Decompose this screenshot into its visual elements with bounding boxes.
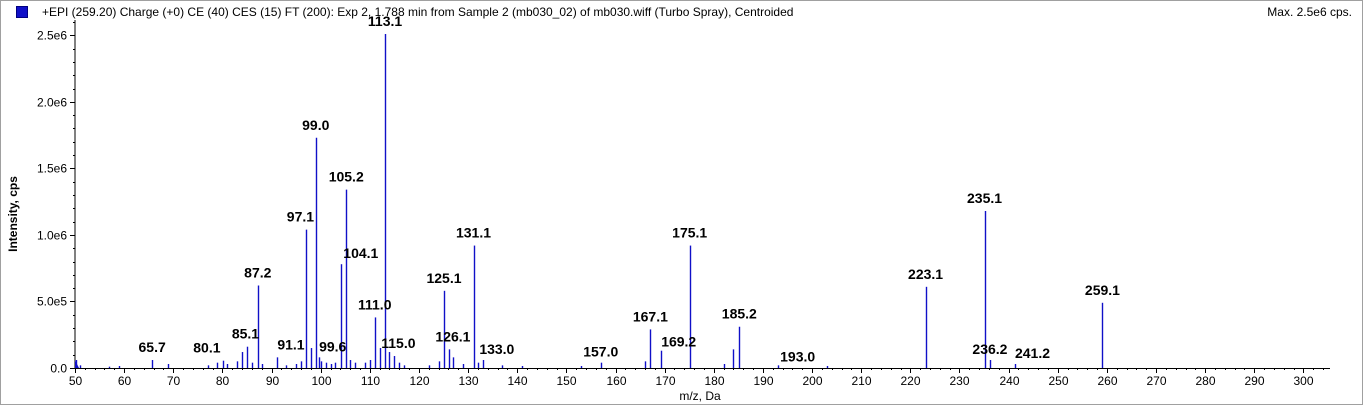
peak-label: 133.0 (479, 341, 514, 357)
x-tick-label: 120 (409, 374, 429, 388)
x-tick-label: 260 (1097, 374, 1117, 388)
x-axis: 50 60 70 80 90 100 110 120 130 140 150 160 170 180 190… (69, 368, 1330, 388)
x-tick-label: 150 (556, 374, 576, 388)
x-tick-label: 70 (167, 374, 181, 388)
x-tick-label: 50 (69, 374, 83, 388)
x-tick-label: 200 (802, 374, 822, 388)
peak-label: 105.2 (329, 169, 364, 185)
x-tick-label: 220 (900, 374, 920, 388)
peak-label: 131.1 (456, 225, 491, 241)
x-tick-label: 170 (655, 374, 675, 388)
x-tick-label: 280 (1195, 374, 1215, 388)
peak-label: 167.1 (633, 308, 668, 324)
peak-label: 85.1 (232, 326, 259, 342)
baseline-marker (75, 360, 79, 368)
peak-label: 175.1 (672, 225, 707, 241)
x-tick-label: 210 (851, 374, 871, 388)
peak-label: 126.1 (435, 328, 470, 344)
y-tick-label: 1.0e6 (37, 229, 67, 243)
peak-label: 113.1 (368, 13, 402, 29)
x-tick-label: 240 (999, 374, 1019, 388)
x-tick-label: 300 (1293, 374, 1313, 388)
peak-label: 104.1 (343, 245, 378, 261)
y-axis: 0.0 5.0e5 1.0e6 1.5e6 2.0e6 2.5e6 (37, 20, 76, 376)
x-tick-label: 140 (507, 374, 527, 388)
y-axis-label: Intensity, cps (6, 176, 20, 252)
x-tick-label: 250 (1048, 374, 1068, 388)
peak-label: 111.0 (358, 296, 392, 312)
max-intensity-label: Max. 2.5e6 cps. (1267, 5, 1352, 19)
peak-label: 241.2 (1015, 345, 1050, 361)
peak-label: 97.1 (287, 209, 314, 225)
series-swatch[interactable] (16, 6, 28, 18)
y-tick-label: 1.5e6 (37, 162, 67, 176)
peak-series (75, 33, 1104, 368)
peak-label: 236.2 (972, 341, 1007, 357)
peak-label: 235.1 (967, 190, 1002, 206)
peak-label: 169.2 (661, 334, 696, 350)
peak-label: 80.1 (193, 340, 220, 356)
x-tick-label: 180 (704, 374, 724, 388)
peak-label: 193.0 (780, 348, 815, 364)
peak-label: 99.6 (319, 338, 346, 354)
y-tick-label: 0.0 (50, 362, 67, 376)
peak-label: 115.0 (381, 335, 415, 351)
peak-label: 65.7 (139, 339, 166, 355)
spectrum-title: +EPI (259.20) Charge (+0) CE (40) CES (1… (42, 5, 794, 19)
x-tick-label: 80 (216, 374, 230, 388)
y-tick-label: 2.5e6 (37, 29, 67, 43)
peak-label: 91.1 (277, 336, 304, 352)
x-tick-label: 130 (458, 374, 478, 388)
x-tick-label: 100 (311, 374, 331, 388)
peak-label: 99.0 (302, 117, 329, 133)
peak-label: 259.1 (1085, 282, 1120, 298)
x-axis-label: m/z, Da (679, 389, 721, 403)
y-tick-label: 2.0e6 (37, 96, 67, 110)
x-tick-label: 90 (266, 374, 280, 388)
x-tick-label: 190 (753, 374, 773, 388)
x-tick-label: 160 (606, 374, 626, 388)
x-tick-label: 110 (361, 374, 380, 388)
peak-labels: 65.7 80.1 85.1 87.2 91.1 97.1 99.0 99.6 104.1 105… (139, 13, 1121, 364)
peak-label: 125.1 (426, 270, 461, 286)
peak-label: 157.0 (583, 344, 618, 360)
x-tick-label: 60 (118, 374, 132, 388)
peak-label: 185.2 (722, 306, 757, 322)
x-tick-label: 270 (1146, 374, 1166, 388)
peak-label: 223.1 (908, 266, 943, 282)
x-tick-label: 230 (949, 374, 969, 388)
peak-label: 87.2 (244, 264, 271, 280)
y-tick-label: 5.0e5 (37, 295, 67, 309)
x-tick-label: 290 (1244, 374, 1264, 388)
